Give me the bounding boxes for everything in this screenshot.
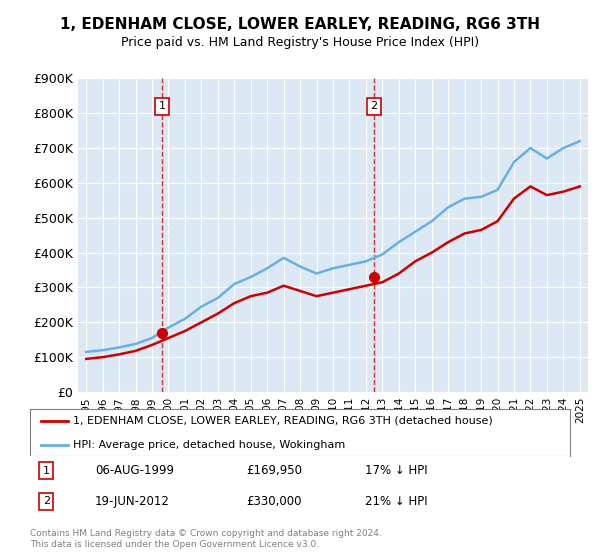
Text: 1: 1 (43, 465, 50, 475)
Text: 2: 2 (371, 101, 377, 111)
Text: HPI: Average price, detached house, Wokingham: HPI: Average price, detached house, Woki… (73, 440, 346, 450)
Text: 1, EDENHAM CLOSE, LOWER EARLEY, READING, RG6 3TH: 1, EDENHAM CLOSE, LOWER EARLEY, READING,… (60, 17, 540, 32)
Text: 1, EDENHAM CLOSE, LOWER EARLEY, READING, RG6 3TH (detached house): 1, EDENHAM CLOSE, LOWER EARLEY, READING,… (73, 416, 493, 426)
Text: 06-AUG-1999: 06-AUG-1999 (95, 464, 174, 477)
Text: Price paid vs. HM Land Registry's House Price Index (HPI): Price paid vs. HM Land Registry's House … (121, 36, 479, 49)
Text: Contains HM Land Registry data © Crown copyright and database right 2024.
This d: Contains HM Land Registry data © Crown c… (30, 529, 382, 549)
Text: 17% ↓ HPI: 17% ↓ HPI (365, 464, 427, 477)
Text: £330,000: £330,000 (246, 495, 302, 508)
Text: 1: 1 (158, 101, 166, 111)
Text: 21% ↓ HPI: 21% ↓ HPI (365, 495, 427, 508)
Text: 2: 2 (43, 497, 50, 506)
Text: 19-JUN-2012: 19-JUN-2012 (95, 495, 170, 508)
Text: £169,950: £169,950 (246, 464, 302, 477)
